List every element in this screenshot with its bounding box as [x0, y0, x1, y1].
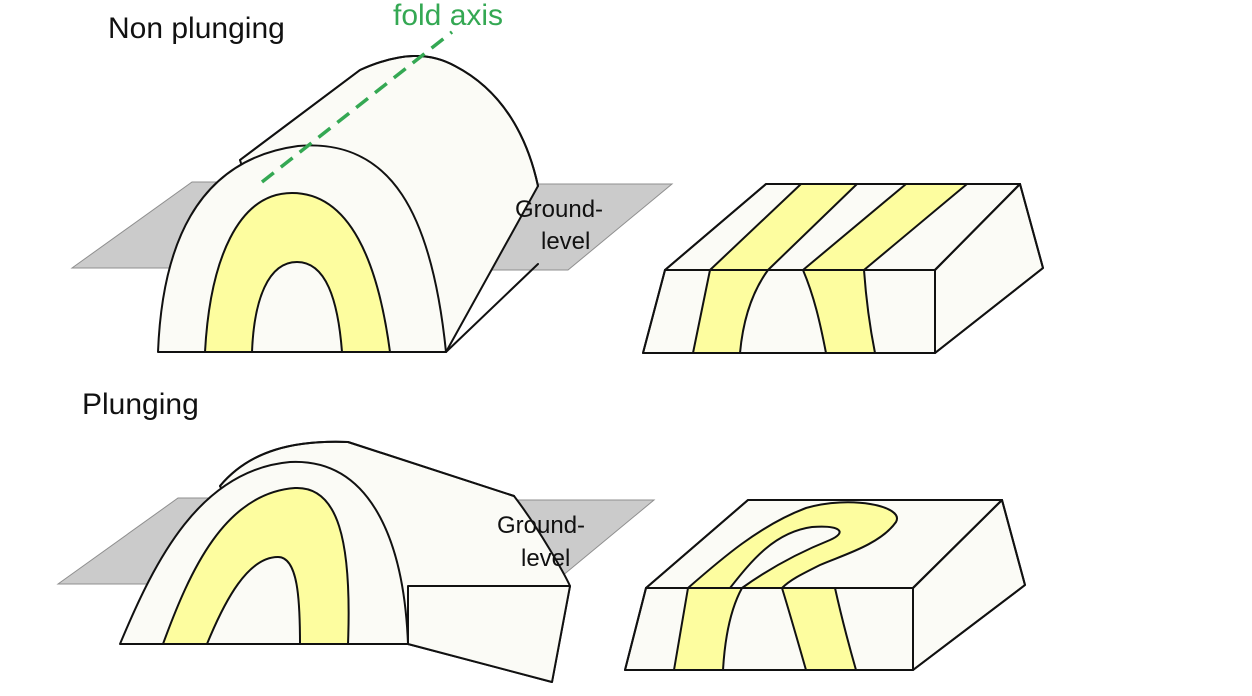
plunging-anticline [56, 440, 656, 683]
rock-layer [162, 486, 350, 645]
ground-level-label-line1: Ground- [515, 196, 603, 223]
non-plunging-block [642, 183, 1044, 354]
plunging-block [624, 499, 1026, 671]
ground-level-label-line1: Ground- [497, 512, 585, 539]
non-plunging-anticline [70, 30, 674, 353]
non-plunging-title: Non plunging [108, 12, 285, 45]
fold-axis-line [260, 30, 454, 184]
fold-axis-label: fold axis [393, 0, 503, 32]
ground-level-label-line2: level [521, 545, 570, 572]
rock-layer [204, 192, 391, 353]
plunging-title: Plunging [82, 388, 199, 421]
block-front-face [624, 587, 914, 671]
ground-level-label-line2: level [541, 228, 590, 255]
block-front-face [642, 269, 936, 354]
rock-layer-top-nose [687, 501, 898, 589]
